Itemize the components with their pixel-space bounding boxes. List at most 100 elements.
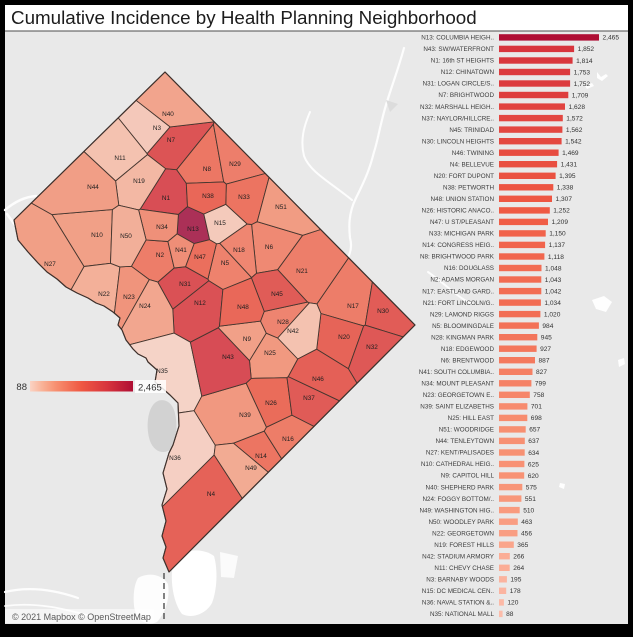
svg-text:N24: N24 (139, 303, 151, 310)
svg-text:N3: N3 (153, 125, 162, 132)
svg-text:N18: EDGEWOOD: N18: EDGEWOOD (441, 346, 495, 353)
svg-text:N16: DOUGLASS: N16: DOUGLASS (444, 265, 494, 272)
svg-text:88: 88 (506, 611, 514, 618)
svg-text:927: 927 (540, 346, 551, 353)
svg-text:657: 657 (529, 427, 540, 434)
svg-text:N45: TRINIDAD: N45: TRINIDAD (449, 127, 494, 134)
svg-text:N17: EASTLAND GARD..: N17: EASTLAND GARD.. (422, 288, 494, 295)
svg-text:N28: KINGMAN PARK: N28: KINGMAN PARK (431, 334, 495, 341)
svg-text:N33: N33 (238, 194, 250, 201)
svg-text:N13: COLUMBIA HEIGH..: N13: COLUMBIA HEIGH.. (421, 35, 494, 42)
svg-text:N45: N45 (271, 291, 283, 298)
svg-text:N19: FOREST HILLS: N19: FOREST HILLS (434, 542, 494, 549)
svg-text:N21: N21 (296, 268, 308, 275)
svg-text:N46: TWINING: N46: TWINING (452, 150, 494, 157)
svg-text:N25: N25 (264, 350, 276, 357)
svg-text:N31: N31 (179, 281, 191, 288)
svg-text:N10: CATHEDRAL HEIG..: N10: CATHEDRAL HEIG.. (421, 461, 494, 468)
svg-text:N3: BARNABY WOODS: N3: BARNABY WOODS (426, 577, 494, 584)
svg-text:N2: ADAMS MORGAN: N2: ADAMS MORGAN (430, 277, 494, 284)
svg-text:N26: HISTORIC ANACO..: N26: HISTORIC ANACO.. (422, 208, 495, 215)
svg-text:N32: N32 (366, 344, 378, 351)
svg-text:N16: N16 (282, 436, 294, 443)
svg-text:1,307: 1,307 (556, 196, 573, 203)
svg-text:N44: TENLEYTOWN: N44: TENLEYTOWN (435, 438, 494, 445)
svg-text:N13: N13 (187, 226, 199, 233)
svg-text:N42: STADIUM ARMORY: N42: STADIUM ARMORY (422, 554, 495, 561)
svg-text:N27: N27 (44, 261, 56, 268)
svg-text:1,628: 1,628 (569, 104, 586, 111)
svg-text:2,465: 2,465 (603, 35, 620, 42)
svg-text:1,338: 1,338 (557, 185, 574, 192)
svg-text:N17: N17 (347, 303, 359, 310)
svg-text:984: 984 (542, 323, 553, 330)
svg-text:N10: N10 (91, 232, 103, 239)
svg-text:N11: N11 (114, 155, 126, 162)
svg-text:1,431: 1,431 (561, 162, 578, 169)
svg-text:2,465: 2,465 (138, 383, 162, 394)
svg-text:1,753: 1,753 (574, 69, 591, 76)
svg-text:758: 758 (533, 392, 544, 399)
svg-text:N30: LINCOLN HEIGHTS: N30: LINCOLN HEIGHTS (422, 138, 494, 145)
svg-text:N51: WOODRIDGE: N51: WOODRIDGE (439, 427, 494, 434)
svg-text:N23: GEORGETOWN E..: N23: GEORGETOWN E.. (423, 392, 495, 399)
svg-text:N23: N23 (123, 294, 135, 301)
svg-text:N41: SOUTH COLUMBIA..: N41: SOUTH COLUMBIA.. (419, 369, 494, 376)
svg-text:1,048: 1,048 (545, 265, 562, 272)
svg-text:N34: MOUNT PLEASANT: N34: MOUNT PLEASANT (421, 381, 494, 388)
svg-text:N49: WASHINGTON HIG..: N49: WASHINGTON HIG.. (419, 507, 494, 514)
svg-text:1,043: 1,043 (545, 277, 562, 284)
svg-text:N4: BELLEVUE: N4: BELLEVUE (450, 161, 494, 168)
svg-text:N35: NATIONAL MALL: N35: NATIONAL MALL (430, 611, 495, 618)
svg-text:N44: N44 (87, 184, 99, 191)
svg-text:N21: FORT LINCOLN/G..: N21: FORT LINCOLN/G.. (423, 300, 494, 307)
svg-text:N22: N22 (98, 291, 110, 298)
svg-text:N36: N36 (169, 455, 181, 462)
svg-text:N34: N34 (156, 224, 168, 231)
svg-text:N9: CAPITOL HILL: N9: CAPITOL HILL (441, 473, 495, 480)
svg-text:N46: N46 (312, 376, 324, 383)
svg-text:575: 575 (526, 484, 537, 491)
svg-text:1,852: 1,852 (578, 46, 595, 53)
svg-text:N5: N5 (221, 260, 230, 267)
svg-text:1,137: 1,137 (549, 242, 566, 249)
svg-text:1,252: 1,252 (553, 208, 570, 215)
svg-text:N24: FOGGY BOTTOM/..: N24: FOGGY BOTTOM/.. (423, 496, 495, 503)
svg-text:N8: BRIGHTWOOD PARK: N8: BRIGHTWOOD PARK (420, 254, 495, 261)
svg-text:N50: N50 (120, 233, 132, 240)
svg-text:637: 637 (528, 438, 539, 445)
svg-text:887: 887 (539, 358, 550, 365)
svg-text:N42: N42 (287, 328, 299, 335)
svg-text:N20: N20 (338, 334, 350, 341)
svg-text:© 2021 Mapbox © OpenStreetMap: © 2021 Mapbox © OpenStreetMap (12, 612, 151, 622)
svg-text:1,542: 1,542 (565, 139, 582, 146)
svg-text:N37: N37 (303, 395, 315, 402)
svg-text:N41: N41 (175, 247, 187, 254)
svg-text:N27: KENT/PALISADES: N27: KENT/PALISADES (426, 450, 494, 457)
svg-text:N38: N38 (202, 193, 214, 200)
svg-text:N22: GEORGETOWN: N22: GEORGETOWN (432, 530, 494, 537)
svg-text:120: 120 (507, 600, 518, 607)
svg-text:N2: N2 (156, 252, 165, 259)
svg-text:701: 701 (531, 404, 542, 411)
svg-text:N12: N12 (194, 300, 206, 307)
svg-text:N51: N51 (275, 204, 287, 211)
svg-text:1,150: 1,150 (549, 231, 566, 238)
svg-text:463: 463 (521, 519, 532, 526)
svg-text:N7: BRIGHTWOOD: N7: BRIGHTWOOD (438, 92, 494, 99)
svg-text:N6: BRENTWOOD: N6: BRENTWOOD (441, 357, 495, 364)
svg-text:625: 625 (528, 461, 539, 468)
svg-text:N19: N19 (133, 178, 145, 185)
svg-text:N31: LOGAN CIRCLE/S..: N31: LOGAN CIRCLE/S.. (423, 81, 495, 88)
svg-text:365: 365 (517, 542, 528, 549)
svg-text:N32: MARSHALL HEIGH..: N32: MARSHALL HEIGH.. (420, 104, 494, 111)
svg-text:1,469: 1,469 (562, 150, 579, 157)
svg-text:1,562: 1,562 (566, 127, 583, 134)
svg-text:N14: N14 (255, 453, 267, 460)
svg-text:945: 945 (541, 335, 552, 342)
svg-text:827: 827 (536, 369, 547, 376)
svg-text:N37: NAYLOR/HILLCRE..: N37: NAYLOR/HILLCRE.. (422, 115, 495, 122)
svg-text:N28: N28 (277, 319, 289, 326)
svg-text:1,709: 1,709 (572, 92, 589, 99)
svg-text:1,020: 1,020 (544, 311, 561, 318)
